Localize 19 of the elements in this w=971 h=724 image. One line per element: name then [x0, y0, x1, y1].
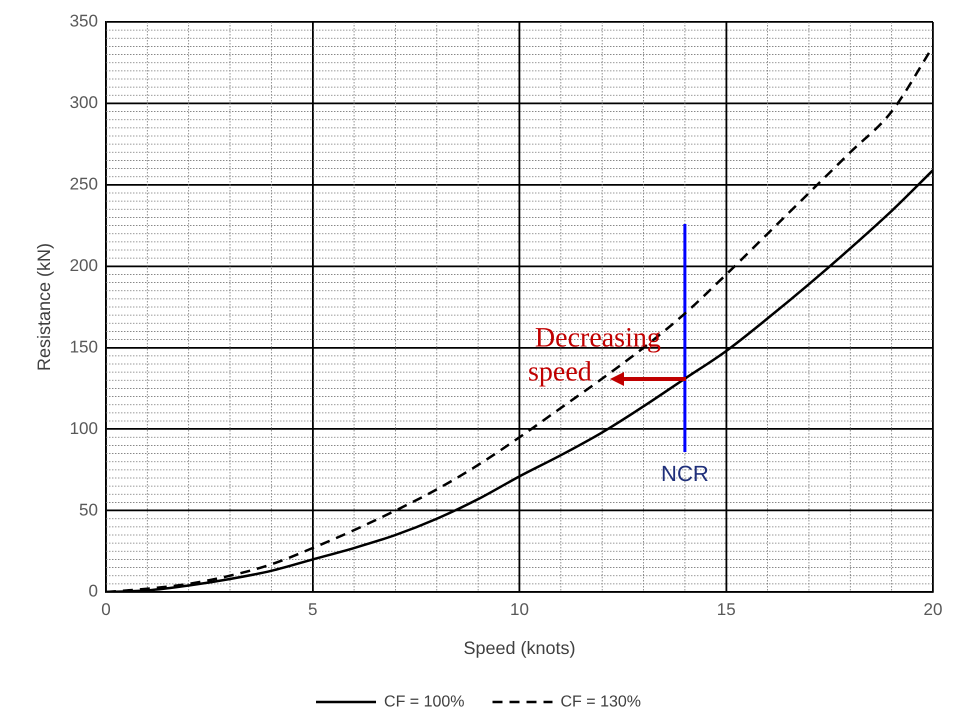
x-axis-title: Speed (knots) — [463, 638, 576, 658]
legend-label: CF = 130% — [560, 693, 641, 710]
y-tick-label: 250 — [70, 174, 98, 194]
legend-label: CF = 100% — [384, 693, 464, 710]
y-tick-label: 300 — [70, 93, 98, 112]
y-tick-label: 50 — [79, 500, 98, 520]
y-tick-label: 100 — [70, 418, 98, 438]
x-tick-label: 5 — [308, 600, 318, 619]
x-tick-label: 0 — [101, 600, 111, 619]
x-tick-label: 10 — [510, 600, 529, 619]
y-tick-label: 200 — [70, 256, 98, 275]
x-tick-label: 20 — [924, 600, 942, 619]
y-axis-title: Resistance (kN) — [34, 242, 54, 372]
y-tick-label: 150 — [70, 337, 98, 356]
series-label: NCR — [661, 461, 709, 486]
annotation: Decreasing speed — [528, 322, 661, 388]
y-tick-label: 350 — [70, 12, 98, 31]
y-tick-label: 0 — [88, 582, 98, 601]
x-tick-label: 15 — [716, 600, 736, 619]
